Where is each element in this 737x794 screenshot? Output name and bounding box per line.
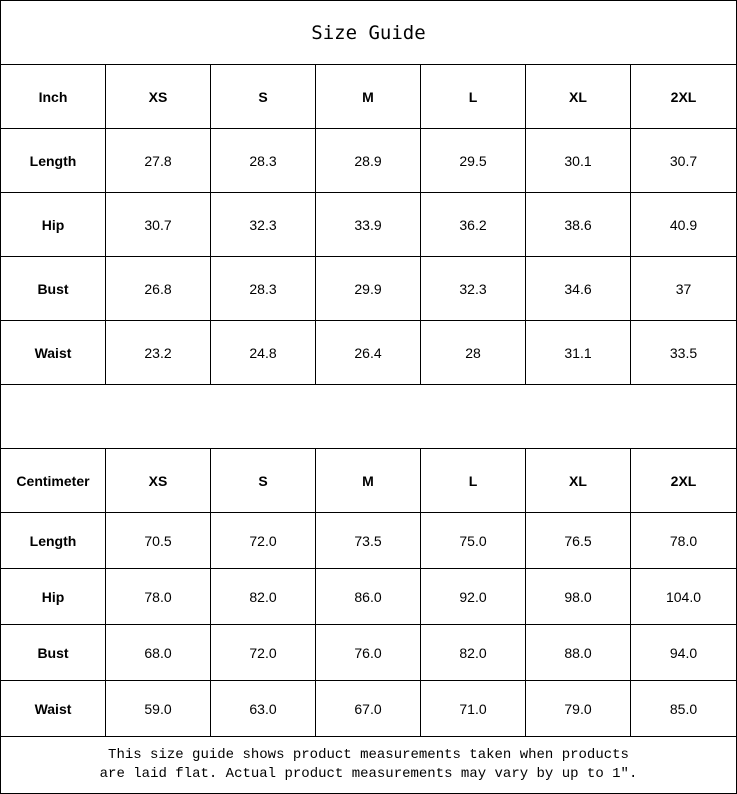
measurement-cell: 72.0 — [210, 624, 316, 681]
unit-label: Inch — [0, 64, 106, 129]
measurement-cell: 26.4 — [315, 320, 421, 385]
unit-label: Centimeter — [0, 448, 106, 513]
size-header: XS — [105, 64, 211, 129]
measurement-cell: 32.3 — [210, 192, 316, 257]
measurement-cell: 40.9 — [630, 192, 737, 257]
measurement-cell: 31.1 — [525, 320, 631, 385]
row-label: Bust — [0, 256, 106, 321]
measurement-cell: 73.5 — [315, 512, 421, 569]
size-header: XL — [525, 448, 631, 513]
table-row: Hip 30.7 32.3 33.9 36.2 38.6 40.9 — [0, 192, 737, 257]
measurement-cell: 78.0 — [105, 568, 211, 625]
row-label: Waist — [0, 680, 106, 737]
measurement-cell: 37 — [630, 256, 737, 321]
measurement-cell: 30.7 — [630, 128, 737, 193]
row-label: Hip — [0, 568, 106, 625]
measurement-cell: 28 — [420, 320, 526, 385]
measurement-cell: 78.0 — [630, 512, 737, 569]
size-header: XL — [525, 64, 631, 129]
size-header: M — [315, 64, 421, 129]
size-header: S — [210, 64, 316, 129]
measurement-cell: 68.0 — [105, 624, 211, 681]
spacer-cell — [0, 384, 737, 449]
footer-line-2: are laid flat. Actual product measuremen… — [99, 766, 638, 782]
measurement-cell: 98.0 — [525, 568, 631, 625]
table-row: Waist 59.0 63.0 67.0 71.0 79.0 85.0 — [0, 680, 737, 737]
measurement-cell: 27.8 — [105, 128, 211, 193]
measurement-cell: 72.0 — [210, 512, 316, 569]
table-row: Hip 78.0 82.0 86.0 92.0 98.0 104.0 — [0, 568, 737, 625]
size-header: S — [210, 448, 316, 513]
measurement-cell: 29.5 — [420, 128, 526, 193]
measurement-cell: 86.0 — [315, 568, 421, 625]
measurement-cell: 71.0 — [420, 680, 526, 737]
measurement-cell: 28.3 — [210, 256, 316, 321]
centimeter-header-row: Centimeter XS S M L XL 2XL — [0, 448, 737, 513]
measurement-cell: 38.6 — [525, 192, 631, 257]
measurement-cell: 82.0 — [210, 568, 316, 625]
measurement-cell: 32.3 — [420, 256, 526, 321]
size-header: 2XL — [630, 64, 737, 129]
table-row: Bust 26.8 28.3 29.9 32.3 34.6 37 — [0, 256, 737, 321]
measurement-cell: 67.0 — [315, 680, 421, 737]
measurement-cell: 36.2 — [420, 192, 526, 257]
measurement-cell: 28.3 — [210, 128, 316, 193]
measurement-cell: 33.9 — [315, 192, 421, 257]
row-label: Waist — [0, 320, 106, 385]
measurement-cell: 26.8 — [105, 256, 211, 321]
measurement-cell: 76.5 — [525, 512, 631, 569]
size-header: XS — [105, 448, 211, 513]
size-header: L — [420, 448, 526, 513]
measurement-cell: 85.0 — [630, 680, 737, 737]
measurement-cell: 82.0 — [420, 624, 526, 681]
page-title: Size Guide — [0, 0, 737, 65]
measurement-cell: 70.5 — [105, 512, 211, 569]
measurement-cell: 33.5 — [630, 320, 737, 385]
row-label: Hip — [0, 192, 106, 257]
table-row: Waist 23.2 24.8 26.4 28 31.1 33.5 — [0, 320, 737, 385]
measurement-cell: 23.2 — [105, 320, 211, 385]
measurement-cell: 28.9 — [315, 128, 421, 193]
row-label: Length — [0, 128, 106, 193]
size-header: 2XL — [630, 448, 737, 513]
measurement-cell: 75.0 — [420, 512, 526, 569]
inch-header-row: Inch XS S M L XL 2XL — [0, 64, 737, 129]
measurement-cell: 34.6 — [525, 256, 631, 321]
table-row: Length 27.8 28.3 28.9 29.5 30.1 30.7 — [0, 128, 737, 193]
measurement-cell: 79.0 — [525, 680, 631, 737]
footer-line-1: This size guide shows product measuremen… — [108, 747, 629, 763]
measurement-cell: 30.7 — [105, 192, 211, 257]
row-label: Bust — [0, 624, 106, 681]
table-row: Length 70.5 72.0 73.5 75.0 76.5 78.0 — [0, 512, 737, 569]
table-row: Bust 68.0 72.0 76.0 82.0 88.0 94.0 — [0, 624, 737, 681]
measurement-cell: 94.0 — [630, 624, 737, 681]
footer-note: This size guide shows product measuremen… — [0, 736, 737, 794]
measurement-cell: 104.0 — [630, 568, 737, 625]
size-header: L — [420, 64, 526, 129]
spacer-row — [0, 384, 737, 449]
measurement-cell: 92.0 — [420, 568, 526, 625]
measurement-cell: 59.0 — [105, 680, 211, 737]
row-label: Length — [0, 512, 106, 569]
measurement-cell: 63.0 — [210, 680, 316, 737]
measurement-cell: 29.9 — [315, 256, 421, 321]
measurement-cell: 24.8 — [210, 320, 316, 385]
measurement-cell: 76.0 — [315, 624, 421, 681]
measurement-cell: 88.0 — [525, 624, 631, 681]
size-header: M — [315, 448, 421, 513]
measurement-cell: 30.1 — [525, 128, 631, 193]
